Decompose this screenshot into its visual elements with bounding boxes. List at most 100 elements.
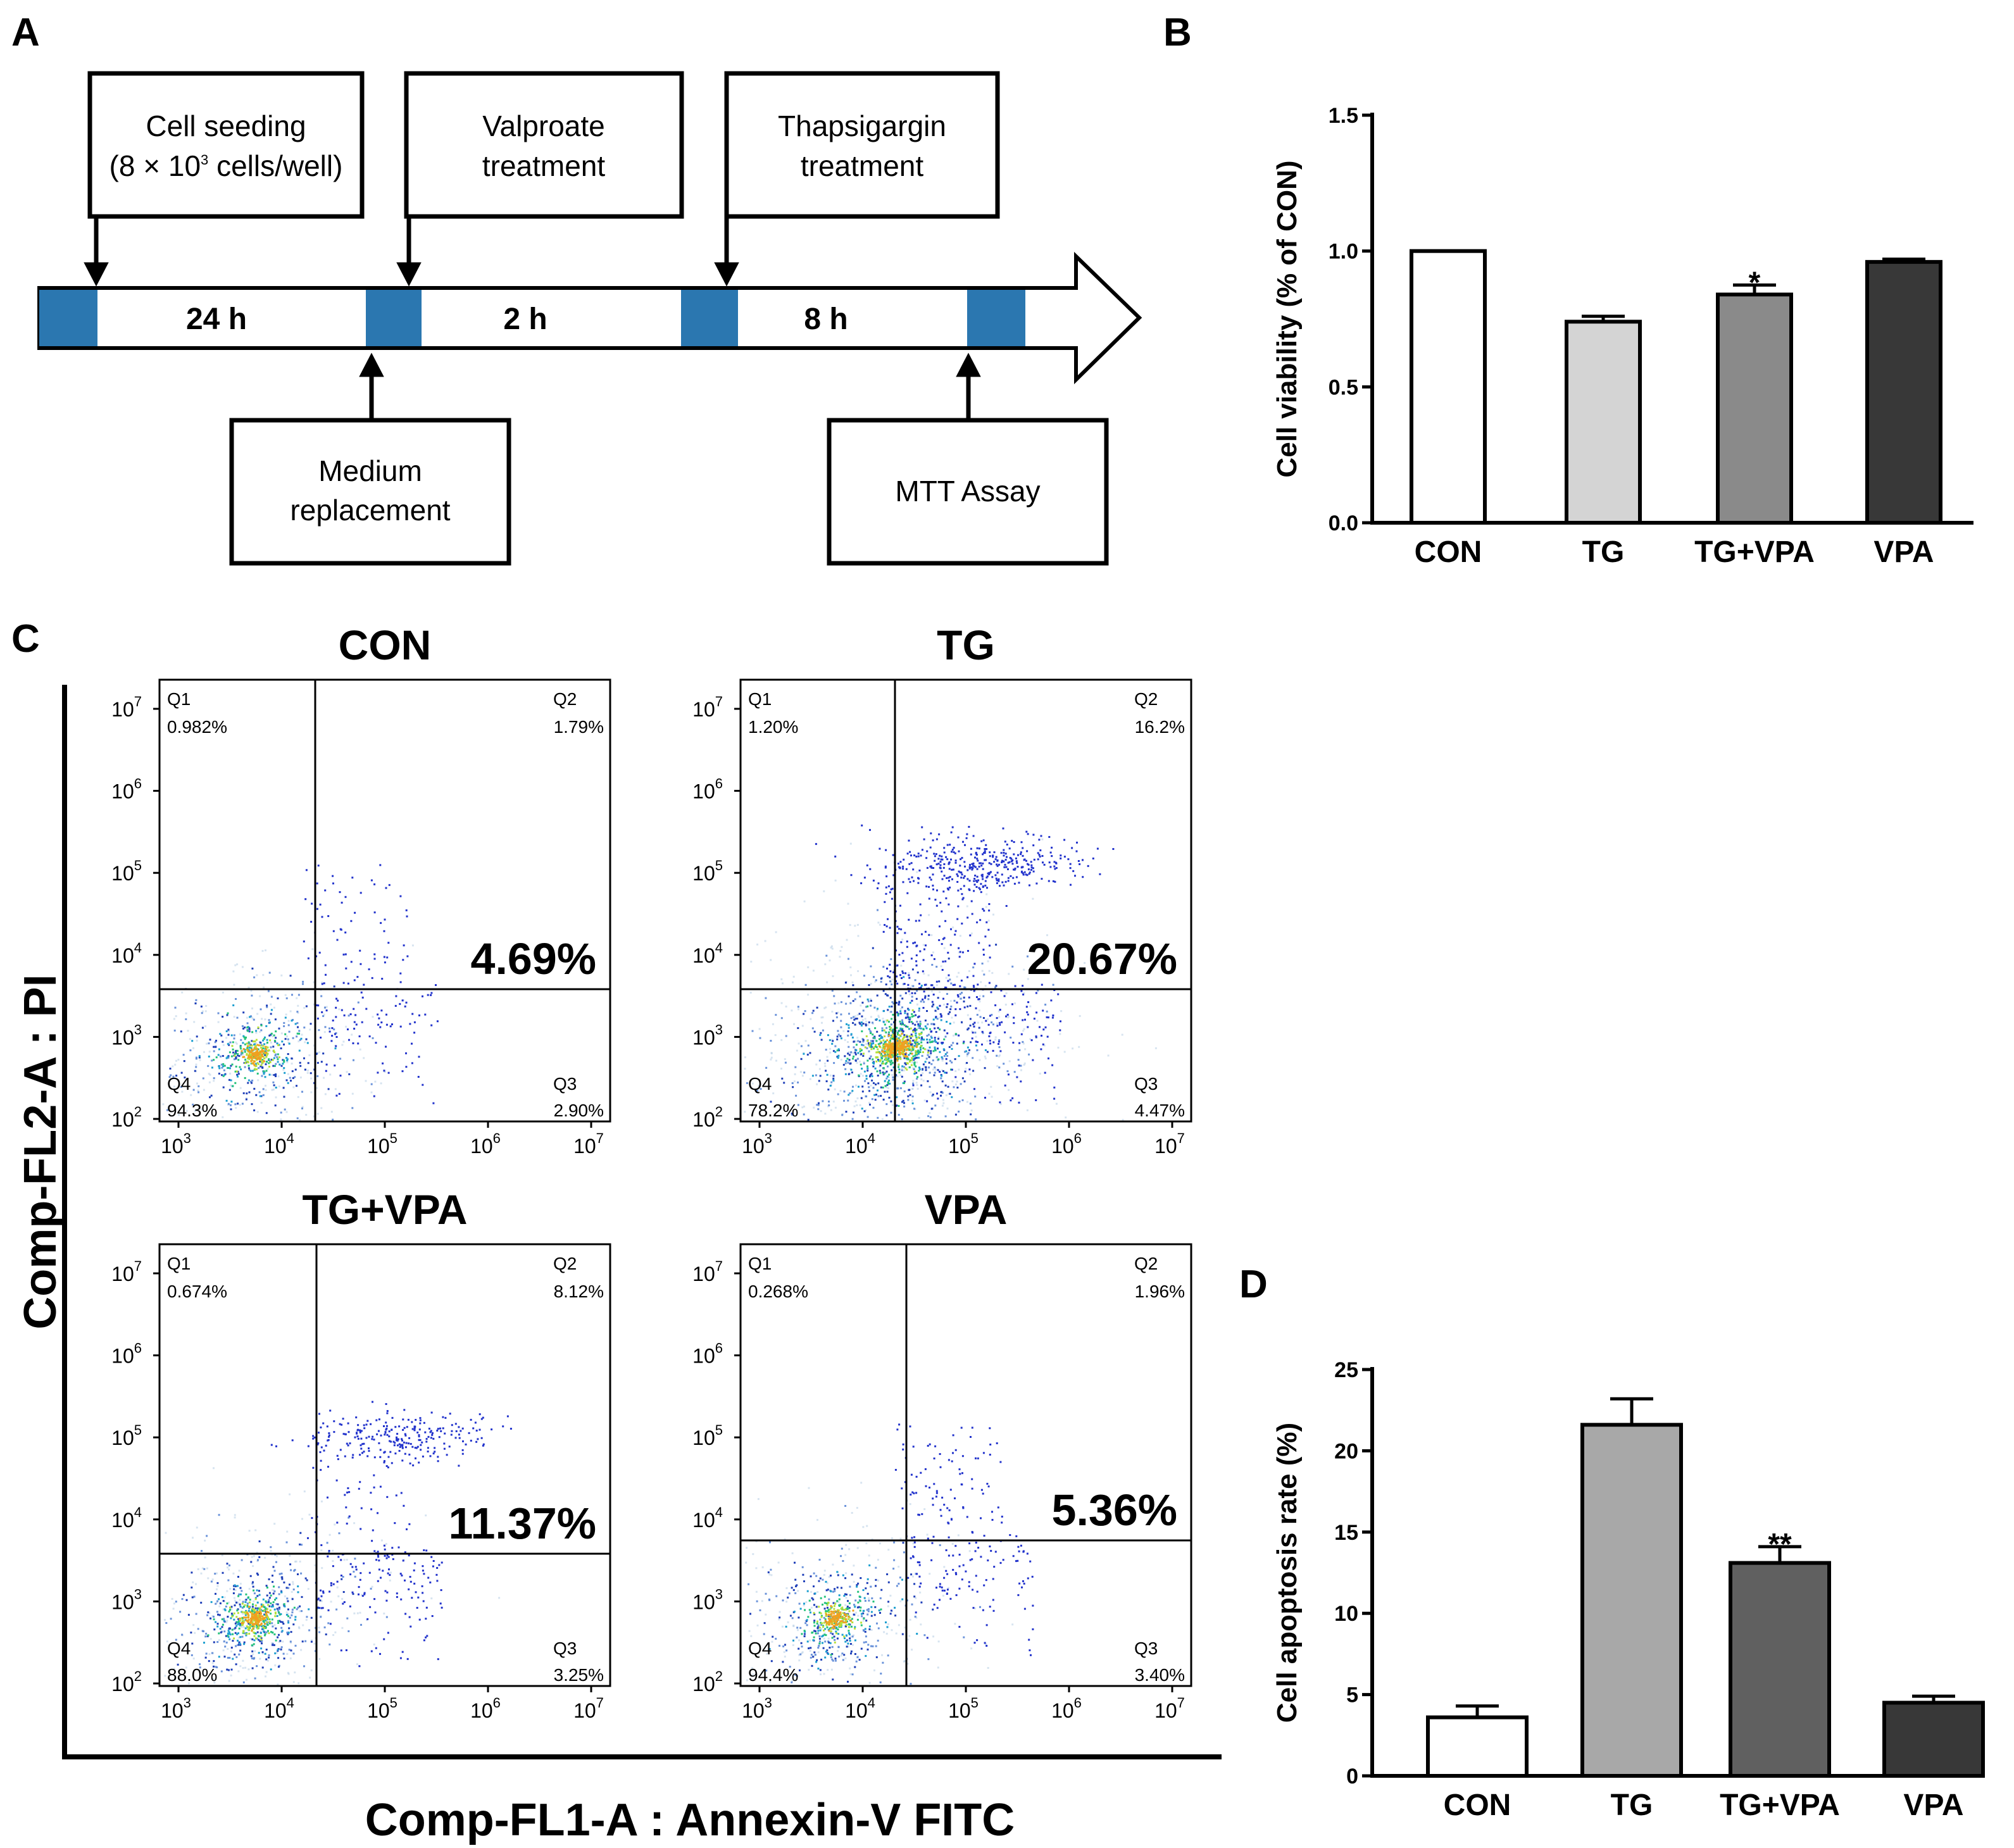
flow-dot (233, 1597, 235, 1599)
flow-dot (831, 1039, 834, 1041)
flow-dot (907, 1639, 910, 1641)
flow-dot (253, 1109, 256, 1111)
flow-dot (873, 1047, 875, 1050)
flow-dot (230, 1108, 232, 1111)
flow-dot (832, 1563, 834, 1566)
flow-dot (201, 1010, 204, 1013)
flow-dot (834, 1002, 836, 1005)
flow-dot (287, 1633, 289, 1635)
flow-dot (888, 1097, 891, 1099)
flow-dot (801, 1025, 804, 1027)
flow-dot (415, 1457, 416, 1459)
flow-dot (857, 935, 860, 937)
flow-dot (1063, 856, 1066, 858)
flow-dot (273, 1644, 275, 1646)
flow-dot (770, 1052, 773, 1054)
flow-dot (825, 1080, 828, 1082)
flow-dot (935, 863, 938, 866)
flow-dot (240, 1068, 242, 1071)
flow-dot (844, 1062, 847, 1064)
flow-dot (969, 1018, 972, 1020)
flow-dot (941, 1058, 944, 1060)
flow-dot (468, 1432, 470, 1434)
flow-dot (859, 996, 861, 998)
flow-dot (338, 1008, 341, 1011)
flow-dot (915, 1082, 918, 1084)
flow-dot (908, 1040, 911, 1042)
flow-dot (207, 1611, 210, 1614)
flow-dot (746, 1679, 748, 1682)
flow-dot (284, 1108, 286, 1111)
flow-dot (1043, 1044, 1046, 1047)
y-tick-label: 104 (111, 940, 142, 967)
flow-dot (278, 1606, 280, 1609)
flow-dot (251, 1556, 253, 1558)
flow-dot (917, 852, 920, 855)
flow-dot (240, 1617, 242, 1620)
flow-dot (225, 1641, 228, 1644)
flow-dot (411, 1428, 414, 1430)
flow-dot (898, 1068, 901, 1071)
flow-dot (174, 1063, 177, 1066)
flow-dot (922, 970, 924, 973)
flow-dot (192, 1624, 195, 1626)
flow-dot (958, 947, 960, 949)
flow-dot (219, 1602, 222, 1604)
flow-dot (906, 852, 909, 855)
flow-dot (265, 1048, 268, 1051)
flow-dot (977, 983, 979, 986)
flow-dots (164, 1401, 512, 1685)
panel-label-c: C (11, 617, 40, 661)
flow-dot (1046, 934, 1048, 937)
flow-dot (318, 1051, 321, 1054)
flow-dot (949, 978, 951, 981)
flow-dot (386, 956, 389, 959)
flow-dot (884, 1040, 887, 1043)
flow-dot (791, 1552, 794, 1554)
flow-dot (272, 1625, 274, 1628)
flow-dot (238, 1641, 241, 1644)
flow-dot (921, 1037, 923, 1039)
flow-dot (851, 1090, 854, 1092)
flow-dot (866, 1059, 869, 1062)
flow-dot (998, 1016, 1001, 1018)
flow-dot (387, 1071, 390, 1074)
flow-dot (1023, 968, 1025, 971)
flow-dot (920, 1033, 922, 1035)
flow-dot (848, 1024, 850, 1027)
flow-dot (911, 876, 913, 878)
flow-dot (272, 1604, 274, 1606)
flow-dot (925, 944, 927, 947)
flow-dot (273, 1608, 276, 1611)
flow-dot (906, 1056, 908, 1058)
flow-dot (823, 1007, 826, 1009)
flow-dot (881, 1654, 884, 1656)
flow-dot (960, 979, 963, 982)
flow-dot (1079, 863, 1081, 865)
flow-dot (900, 1045, 903, 1047)
flow-dot (360, 1528, 362, 1530)
flow-dot (898, 1050, 900, 1052)
flow-dot (254, 1607, 257, 1609)
flow-dot (264, 1046, 266, 1048)
flow-dot (994, 858, 997, 861)
flow-dot (963, 1006, 966, 1009)
flow-dot (247, 1051, 250, 1053)
flow-dot (301, 1090, 303, 1093)
flow-dot (1035, 1011, 1038, 1014)
flow-dot (937, 863, 940, 865)
flow-dot (262, 1045, 265, 1047)
flow-dot (849, 966, 852, 968)
y-tick-label: 104 (111, 1504, 142, 1532)
flow-dot (385, 1465, 388, 1467)
flow-dot (772, 1092, 775, 1095)
flow-dot (415, 1591, 417, 1594)
flow-dot (906, 1045, 908, 1047)
flow-dot (172, 1608, 175, 1610)
flow-dot (363, 1592, 366, 1594)
flow-dot (374, 1611, 377, 1614)
flow-dot (1059, 1029, 1061, 1032)
flow-dot (297, 1026, 299, 1028)
flow-dot (320, 1616, 322, 1618)
flow-dot (940, 858, 942, 861)
